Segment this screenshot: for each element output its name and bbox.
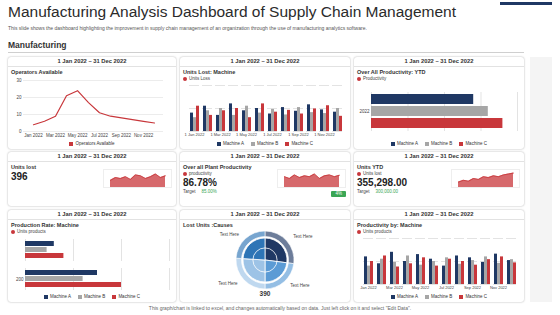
- svg-text:Jul 2022: Jul 2022: [91, 133, 109, 138]
- html-text:Machine A: Machine A: [397, 294, 419, 299]
- html-text:Machine A: Machine A: [50, 294, 72, 299]
- html-text:Units products: Units products: [17, 229, 46, 234]
- svg-text:Mar 2022: Mar 2022: [386, 285, 404, 290]
- html-text:1 Jan 2022 – 31 Dec 2022: 1 Jan 2022 – 31 Dec 2022: [230, 153, 300, 159]
- html-text:85.00%: 85.00%: [201, 189, 217, 194]
- html-text:Machine C: Machine C: [291, 141, 313, 146]
- html-text:This slide shows the dashboard: This slide shows the dashboard highlight…: [8, 25, 367, 31]
- svg-text:2022: 2022: [359, 109, 370, 114]
- svg-text:Text Here: Text Here: [290, 283, 310, 288]
- svg-text:1 Jan 2022: 1 Jan 2022: [185, 132, 206, 137]
- html-text:Manufacturing Analysis Dashboa: Manufacturing Analysis Dashboard of Supp…: [8, 3, 456, 20]
- html-text:This graph/chart is linked to: This graph/chart is linked to excel, and…: [148, 305, 412, 311]
- html-text:Machine A: Machine A: [397, 141, 419, 146]
- html-text:4%: 4%: [335, 191, 342, 196]
- svg-text:Text Here: Text Here: [293, 234, 313, 239]
- html-text:1 Jan 2022 – 31 Dec 2022: 1 Jan 2022 – 31 Dec 2022: [230, 58, 300, 64]
- html-text:productivity: productivity: [189, 171, 212, 176]
- html-text:Units YTD: Units YTD: [357, 164, 384, 170]
- html-text:Machine C: Machine C: [118, 294, 140, 299]
- html-text:1 Jan 2022 – 31 Dec 2022: 1 Jan 2022 – 31 Dec 2022: [57, 58, 127, 64]
- html-text:Machine B: Machine B: [431, 294, 453, 299]
- html-text:1 Jan 2022 – 31 Dec 2022: 1 Jan 2022 – 31 Dec 2022: [230, 211, 300, 217]
- html-text:300,000.00: 300,000.00: [375, 189, 398, 194]
- html-text:Operators Available: Operators Available: [75, 141, 115, 146]
- svg-text:1 Sep 2022: 1 Sep 2022: [288, 132, 309, 137]
- svg-text:Mar 2022: Mar 2022: [46, 133, 66, 138]
- html-text:Units products: Units products: [363, 229, 392, 234]
- svg-text:Jan 2022: Jan 2022: [24, 133, 43, 138]
- html-text:Units lost: Units lost: [363, 171, 382, 176]
- svg-text:May 2022: May 2022: [68, 133, 88, 138]
- svg-text:Sep 2022: Sep 2022: [464, 285, 482, 290]
- svg-text:390: 390: [260, 290, 271, 297]
- html-text:1 Jan 2022 – 31 Dec 2022: 1 Jan 2022 – 31 Dec 2022: [404, 211, 474, 217]
- html-text:355,298.00: 355,298.00: [357, 177, 408, 188]
- html-text:Units Lost: Machine: Units Lost: Machine: [183, 69, 236, 75]
- html-text:1 Jan 2022 – 31 Dec 2022: 1 Jan 2022 – 31 Dec 2022: [404, 58, 474, 64]
- svg-text:1 Jul 2022: 1 Jul 2022: [263, 132, 282, 137]
- html-text:Productivity: Productivity: [363, 76, 387, 81]
- svg-text:1 Mar 2022: 1 Mar 2022: [210, 132, 231, 137]
- html-text:Machine A: Machine A: [223, 141, 245, 146]
- svg-text:10: 10: [16, 112, 22, 117]
- html-text:86.78%: 86.78%: [183, 177, 217, 188]
- svg-text:200: 200: [16, 277, 24, 282]
- svg-text:Sep 2022: Sep 2022: [112, 133, 132, 138]
- html-text:Target: Target: [183, 189, 196, 194]
- svg-text:Text Here: Text Here: [218, 281, 238, 286]
- html-text:Over All Productivity: YTD: Over All Productivity: YTD: [357, 69, 426, 75]
- svg-text:Jan 2022: Jan 2022: [360, 285, 377, 290]
- html-text:Operators Available: Operators Available: [11, 69, 63, 75]
- svg-text:Text Here: Text Here: [220, 232, 240, 237]
- svg-text:30: 30: [16, 78, 22, 83]
- html-text:Machine B: Machine B: [431, 141, 453, 146]
- svg-text:Nov 2022: Nov 2022: [134, 133, 154, 138]
- html-text:Machine B: Machine B: [257, 141, 279, 146]
- svg-text:1 May 2022: 1 May 2022: [236, 132, 258, 137]
- svg-text:0: 0: [19, 129, 22, 134]
- html-text:Units Loss: Units Loss: [189, 76, 210, 81]
- html-text:Machine C: Machine C: [465, 141, 487, 146]
- html-text:1 Jan 2022 – 31 Dec 2022: 1 Jan 2022 – 31 Dec 2022: [57, 153, 127, 159]
- html-text:Lost Units :Causes: Lost Units :Causes: [183, 222, 233, 228]
- html-text:Target: Target: [357, 189, 370, 194]
- html-text:1 Jan 2022 – 31 Dec 2022: 1 Jan 2022 – 31 Dec 2022: [57, 211, 127, 217]
- html-text:Machine C: Machine C: [465, 294, 487, 299]
- svg-text:20: 20: [16, 95, 22, 100]
- html-text:Machine B: Machine B: [84, 294, 106, 299]
- html-text:Manufacturing: Manufacturing: [8, 40, 67, 50]
- svg-text:Jul 2022: Jul 2022: [439, 285, 455, 290]
- svg-text:Nov 2022: Nov 2022: [490, 285, 508, 290]
- html-text:396: 396: [11, 171, 28, 182]
- html-text:1 Jan 2022 – 31 Dec 2022: 1 Jan 2022 – 31 Dec 2022: [404, 153, 474, 159]
- svg-text:1 Nov 2022: 1 Nov 2022: [314, 132, 335, 137]
- html-text:Production Rate: Machine: Production Rate: Machine: [11, 222, 79, 228]
- html-text:Productivity by: Machine: Productivity by: Machine: [357, 222, 423, 228]
- html-text:Over all Plant Productivity: Over all Plant Productivity: [183, 164, 252, 170]
- html-text:Units lost: Units lost: [11, 164, 37, 170]
- svg-text:May 2022: May 2022: [412, 285, 430, 290]
